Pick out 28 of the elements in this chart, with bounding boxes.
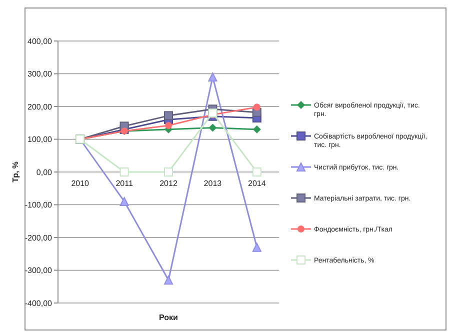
point xyxy=(120,196,129,206)
y-tick-label: -300,00 xyxy=(24,266,53,276)
point xyxy=(208,72,218,82)
x-tick-label: 2011 xyxy=(116,179,134,188)
point xyxy=(165,122,172,129)
point xyxy=(252,168,262,176)
y-tick-label: 0,00 xyxy=(36,168,53,177)
x-tick-label: 2013 xyxy=(204,179,222,188)
y-axis-title: Тр, % xyxy=(11,161,20,183)
y-tick-label: -100,00 xyxy=(24,200,53,210)
x-tick-label: 2012 xyxy=(160,179,178,188)
point xyxy=(164,111,173,120)
point xyxy=(120,168,129,176)
point xyxy=(208,124,217,132)
y-tick-label: 100,00 xyxy=(28,135,53,144)
x-axis-title: Роки xyxy=(159,313,178,322)
point xyxy=(208,108,218,118)
y-tick-label: 400,00 xyxy=(28,36,53,46)
point xyxy=(253,104,260,111)
y-tick-label: -200,00 xyxy=(24,233,53,242)
point xyxy=(164,276,173,285)
point xyxy=(252,242,262,252)
y-tick-label: 200,00 xyxy=(28,102,53,112)
y-tick-label: -400,00 xyxy=(24,298,53,308)
point xyxy=(252,125,261,134)
x-tick-label: 2014 xyxy=(248,179,266,188)
y-tick-label: 300,00 xyxy=(28,70,53,79)
x-tick-label: 2010 xyxy=(71,179,90,188)
